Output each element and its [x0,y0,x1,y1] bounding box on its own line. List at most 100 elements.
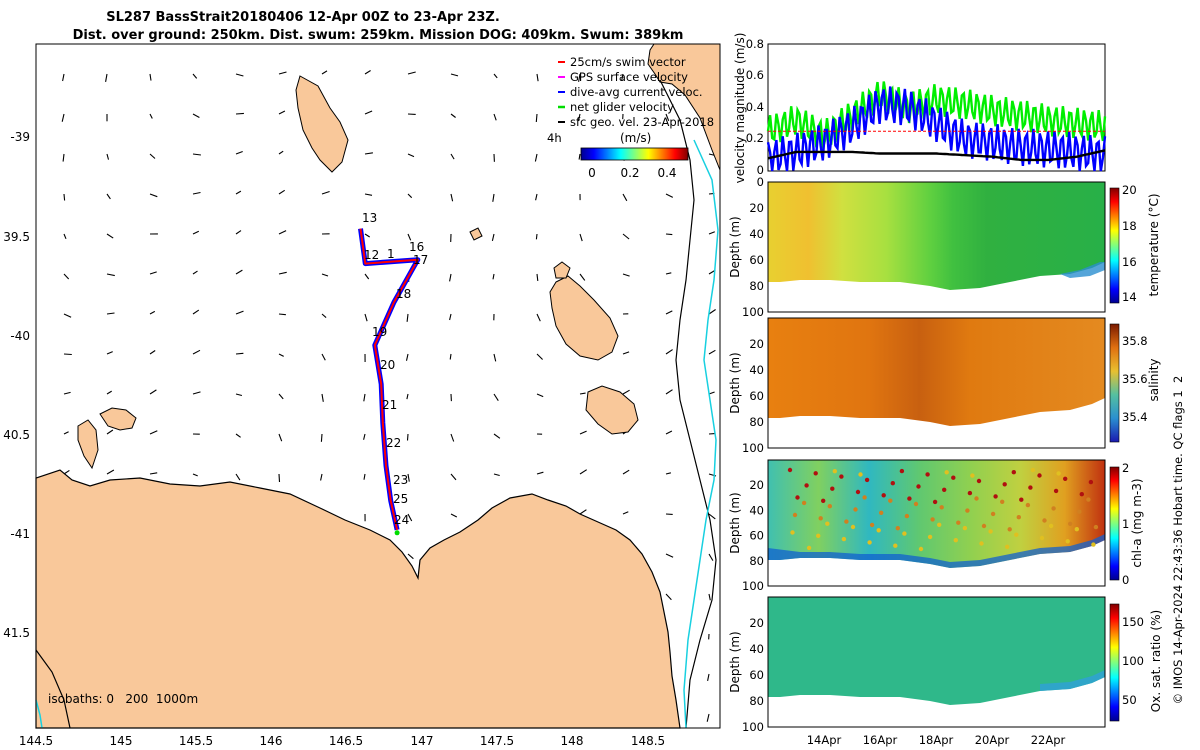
chla-sample-point [850,524,856,530]
chla-sample-point [821,498,826,503]
chla-sample-point [1028,485,1033,490]
depth-tick-label: 40 [749,642,764,656]
x-tick-label: 145.5 [179,734,213,748]
day-label: 21 [382,398,397,412]
oxygen-cbar-tick: 50 [1122,693,1137,707]
chla-sample-point [890,481,895,486]
surface-velocity-arrow [321,273,329,277]
surface-velocity-arrow [192,391,201,395]
surface-velocity-arrow [579,273,586,281]
chla-sample-point [951,475,956,480]
land-islet-a [553,261,571,279]
temperature-panel: temperature (°C) 20 18 16 14 [767,181,1161,313]
surface-velocity-arrow [579,430,587,435]
chla-sample-point [801,500,807,506]
chla-sample-point [981,523,987,529]
surface-velocity-arrow [106,193,111,200]
salinity-plot-frame [767,317,1106,449]
land-robbins-island [99,407,137,431]
x-tick-label: 144.5 [19,734,53,748]
depth-tick-label: 80 [749,415,764,429]
date-axis: 14Apr 16Apr 18Apr 20Apr 22Apr [807,733,1066,747]
title-line-1: SL287 BassStrait20180406 12-Apr 00Z to 2… [106,10,500,25]
chla-sample-point [1042,518,1047,523]
surface-velocity-arrow [493,113,497,121]
chla-sample-point [1048,523,1054,529]
depth-tick-label: 80 [749,279,764,293]
surface-velocity-arrow [363,393,366,402]
salinity-section [768,318,1105,426]
chla-sample-point [855,489,861,495]
surface-velocity-arrow [235,230,242,235]
surface-velocity-arrow [106,233,114,239]
surface-velocity-arrow [407,153,415,158]
chla-sample-point [1051,506,1056,511]
chla-sample-point [918,546,924,552]
x-tick-label: 148.5 [631,734,665,748]
chla-sample-point [1068,521,1073,526]
chla-sample-point [979,541,984,546]
surface-velocity-arrow [106,312,115,315]
surface-velocity-arrow [665,113,670,122]
surface-velocity-arrow [149,113,153,119]
chla-sample-point [1091,542,1096,547]
chla-sample-point [867,540,872,545]
oxygen-panel: Ox. sat. ratio (%) 150 100 50 [767,596,1163,728]
surface-velocity-arrow [320,473,323,481]
chla-sample-point [858,472,863,477]
map-y-axis: -39 39.5 -40 40.5 -41 41.5 [3,130,30,640]
surface-velocity-arrow [149,73,152,81]
chla-sample-point [1039,535,1045,541]
surface-velocity-arrow [192,270,198,275]
depth-tick-label: 40 [749,363,764,377]
depth-tick-label: 80 [749,554,764,568]
surface-velocity-arrow [407,193,413,199]
chla-plot-frame [767,459,1106,587]
salinity-cbar-label: salinity [1147,358,1161,401]
chla-sample-point [1056,471,1061,476]
surface-velocity-arrow [192,73,198,79]
salinity-colorbar [1109,323,1120,443]
surface-velocity-arrow [192,230,200,235]
surface-velocity-arrow [63,353,72,356]
chla-sample-point [902,531,907,536]
temperature-cbar-label: temperature (°C) [1147,194,1161,297]
surface-velocity-arrow [192,349,201,355]
surface-velocity-arrow [321,313,327,319]
chla-sample-point [832,469,837,474]
chla-cbar-label: chl-a (mg m-3) [1130,478,1144,567]
chla-sample-point [1014,532,1019,537]
surface-velocity-arrow [278,393,284,400]
temperature-section [768,182,1105,290]
depth-tick-label: 60 [749,668,764,682]
surface-velocity-arrow [62,153,65,162]
chla-sample-point [806,545,812,551]
map-x-axis: 144.5 145 145.5 146 146.5 147 147.5 148 … [19,734,665,748]
depth-tick-label: 60 [749,253,764,267]
chla-sample-point [1063,476,1068,481]
surface-velocity-arrow [235,112,244,115]
x-tick-label: 147.5 [480,734,514,748]
surface-velocity-arrow [622,351,630,355]
colorbar-tick: 0 [588,166,596,180]
surface-velocity-arrow [278,189,285,195]
surface-velocity-arrow [62,73,65,82]
salinity-cbar-tick: 35.4 [1122,410,1148,424]
day-label: 22 [386,436,401,450]
day-label: 24 [394,513,409,527]
surface-velocity-arrow [407,553,414,560]
day-label: 12 [364,248,379,262]
surface-velocity-arrow [493,73,498,79]
chla-sample-point [1016,515,1021,520]
depth-tick-label: 60 [749,529,764,543]
net-velocity-end [394,530,400,536]
oxygen-low-bottom [1040,670,1105,691]
surface-velocity-arrow [665,349,673,355]
depth-axis-label: Depth (m) [728,492,742,553]
surface-velocity-arrow [235,150,243,155]
chla-sample-point [1000,499,1005,504]
surface-velocity-arrow [235,433,241,438]
title-line-2: Dist. over ground: 250km. Dist. swum: 25… [73,28,684,43]
oxygen-cbar-tick: 100 [1122,654,1144,668]
chla-sample-point [967,490,973,496]
